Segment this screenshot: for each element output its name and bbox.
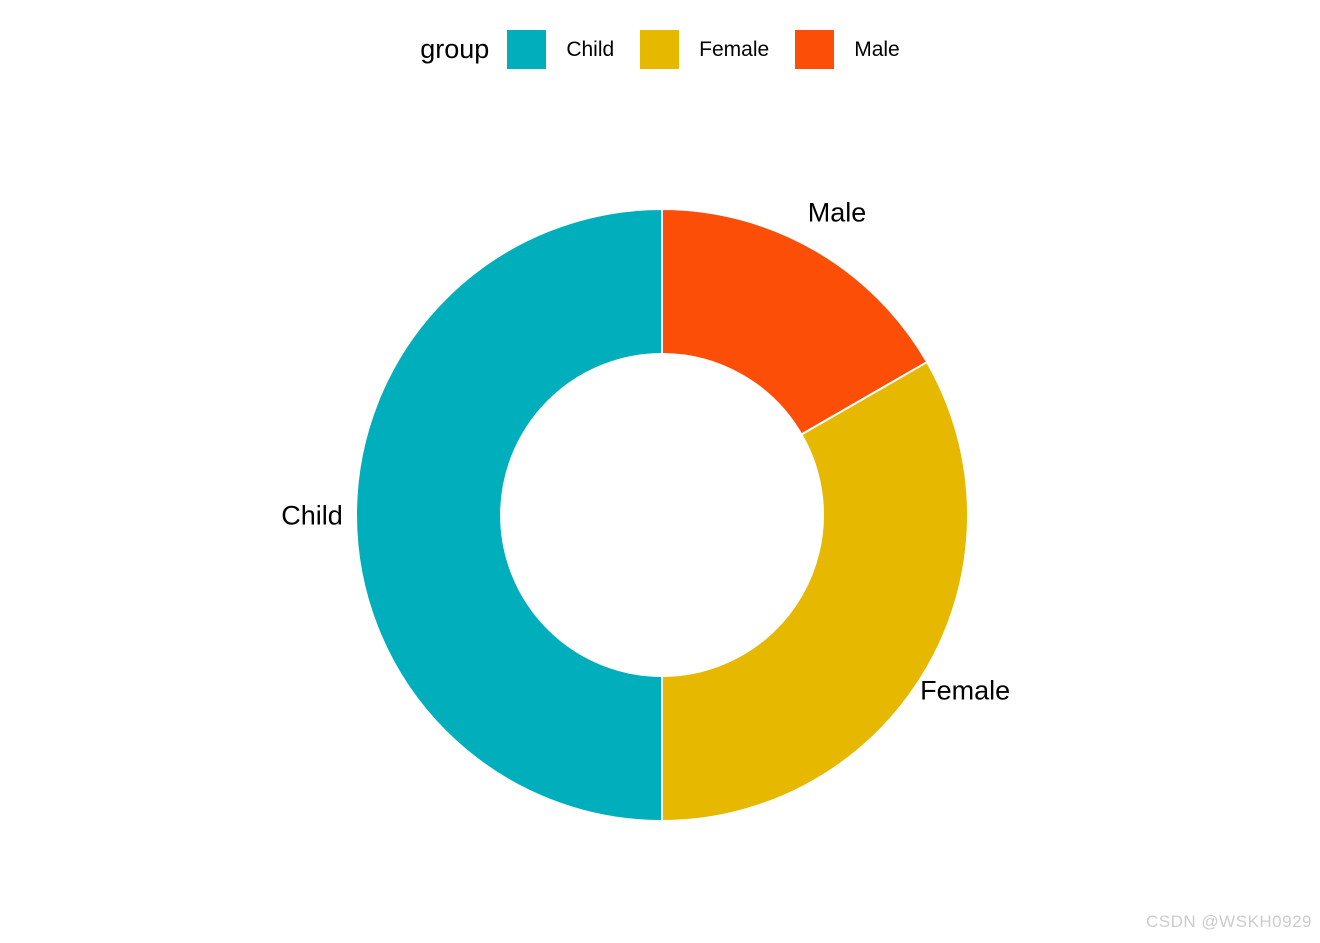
slice-label-male: Male — [808, 197, 867, 227]
slice-label-female: Female — [920, 675, 1010, 705]
legend-swatch-male — [795, 30, 835, 69]
legend-item-female: Female — [640, 30, 769, 69]
legend: group Child Female Male — [0, 30, 1320, 69]
legend-label: Child — [566, 37, 615, 61]
legend-items: Child Female Male — [507, 30, 900, 69]
legend-label: Female — [699, 37, 770, 61]
slice-label-child: Child — [281, 500, 343, 530]
donut-slice-female — [661, 360, 970, 823]
legend-swatch-female — [640, 30, 680, 69]
legend-title: group — [420, 34, 490, 64]
donut-slice-child — [355, 207, 663, 823]
donut-slice-male — [661, 207, 929, 436]
watermark: CSDN @WSKH0929 — [1146, 912, 1312, 931]
legend-item-male: Male — [795, 30, 900, 69]
legend-swatch-child — [507, 30, 547, 69]
legend-item-child: Child — [507, 30, 614, 69]
legend-label: Male — [854, 37, 900, 61]
